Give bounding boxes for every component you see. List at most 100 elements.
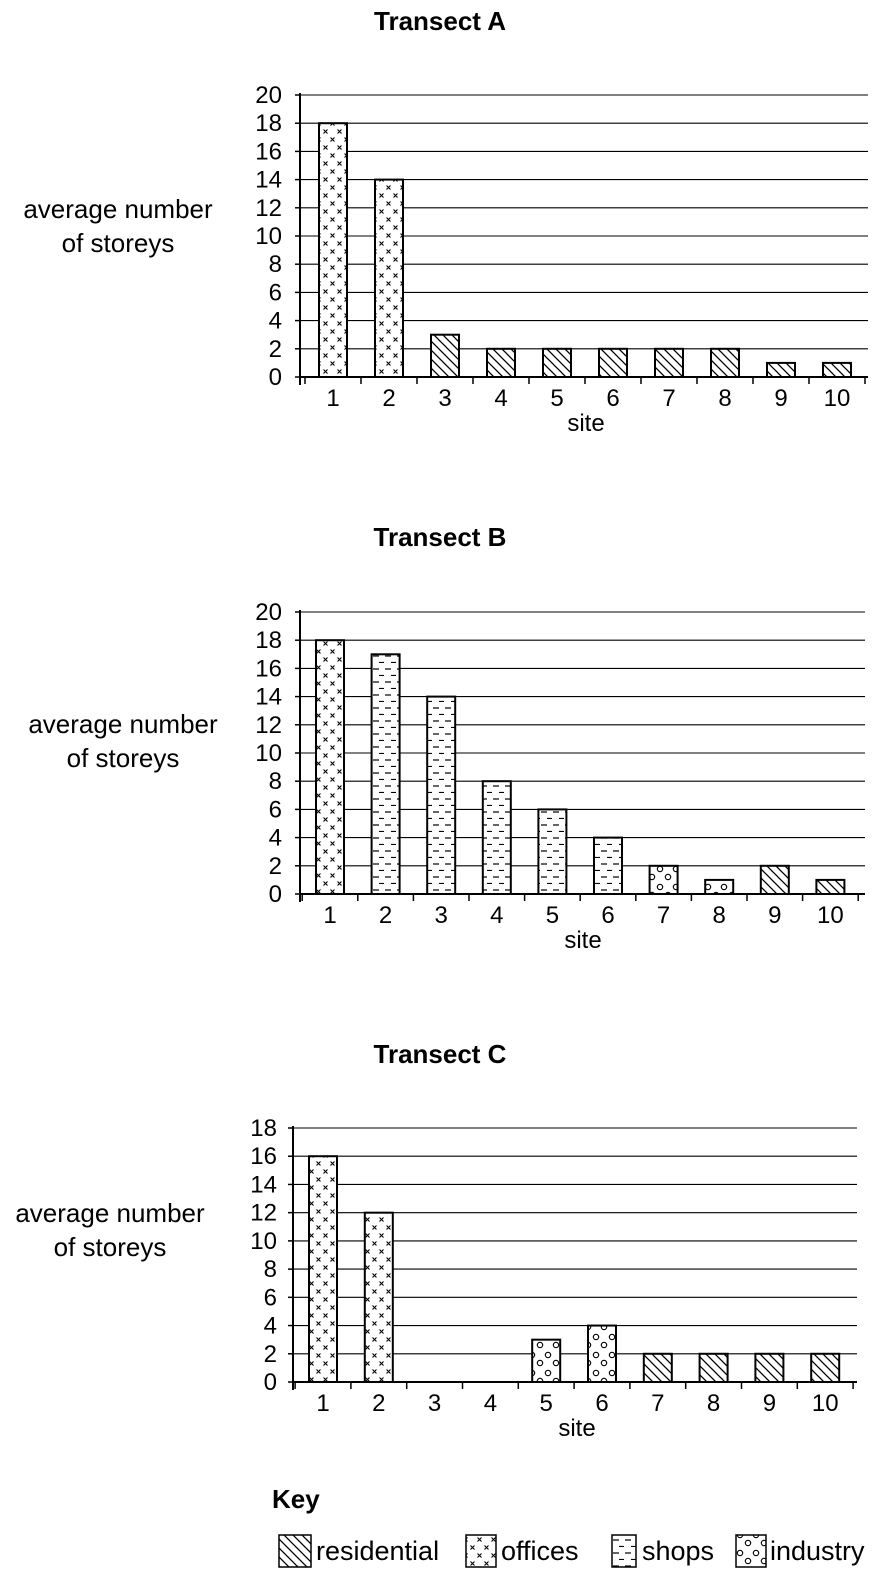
y-tick-label: 2 [269,336,282,363]
bar-site-1 [308,1155,338,1383]
y-tick-label: 0 [269,881,282,908]
legend-label-industry: industry [770,1536,865,1566]
x-tick-label: 3 [438,385,451,412]
x-tick-label: 4 [490,902,503,929]
x-tick-label: 9 [774,385,787,412]
y-tick-label: 8 [264,1256,277,1283]
legend-swatch-industry [735,1534,767,1568]
y-tick-label: 0 [269,364,282,391]
x-tick-label: 3 [435,902,448,929]
legend-label-shops: shops [642,1536,714,1566]
chart-title: Transect A [374,6,506,36]
bar-site-3 [426,695,457,895]
bar-site-7 [654,347,684,378]
legend-swatch-shops [611,1534,637,1568]
x-tick-label: 6 [601,902,614,929]
y-tick-label: 12 [250,1200,277,1227]
y-tick-label: 14 [250,1171,277,1198]
bar-site-7 [642,1352,673,1384]
bar-site-2 [363,1211,394,1383]
legend-label-offices: offices [501,1536,579,1566]
y-tick-label: 16 [250,1143,277,1170]
bar-site-8 [698,1352,729,1384]
y-axis-label: average number of storeys [28,709,218,773]
bar-site-5 [537,808,568,896]
x-tick-label: 8 [713,902,726,929]
y-tick-label: 16 [255,138,282,165]
legend-swatch-residential [278,1534,312,1568]
x-tick-label: 4 [494,385,507,412]
y-tick-label: 4 [264,1313,277,1340]
legend-label-residential: residential [316,1536,439,1566]
bar-site-10 [810,1352,841,1384]
y-tick-label: 14 [255,167,282,194]
bar-site-6 [598,347,628,378]
x-tick-label: 3 [428,1390,441,1417]
y-tick-label: 4 [269,825,282,852]
legend-item-residential: residential [278,1534,439,1568]
bar-site-9 [754,1352,785,1384]
x-axis-label: site [558,1415,595,1442]
x-tick-label: 10 [812,1390,839,1417]
y-tick-label: 6 [264,1284,277,1311]
y-tick-label: 10 [255,223,282,250]
chart-transect-b: Transect B average number of storeys 0246… [28,522,865,954]
bar-site-8 [704,878,735,896]
bar-site-7 [648,864,679,895]
x-tick-label: 7 [657,902,670,929]
x-tick-label: 2 [379,902,392,929]
bar-site-10 [815,878,846,896]
chart-transect-c: Transect C average number of storeys 0246… [15,1039,857,1442]
y-axis-label: average number of storeys [23,194,213,258]
y-tick-label: 6 [269,796,282,823]
y-tick-label: 14 [255,684,282,711]
chart-title: Transect B [374,522,507,552]
x-tick-label: 8 [707,1390,720,1417]
bar-site-3 [430,333,460,379]
bar-site-2 [374,178,404,378]
bar-site-10 [822,361,852,378]
x-tick-label: 8 [718,385,731,412]
x-tick-label: 5 [546,902,559,929]
bar-site-5 [542,347,572,378]
y-tick-label: 20 [255,82,282,109]
y-tick-label: 10 [255,740,282,767]
chart-transect-a: Transect A average number of storeys 0246… [23,6,868,437]
x-tick-label: 4 [484,1390,497,1417]
bar-site-9 [759,864,790,895]
x-tick-label: 6 [606,385,619,412]
x-tick-label: 2 [372,1390,385,1417]
x-axis-label: site [567,410,604,437]
legend-swatch-offices [465,1534,497,1568]
y-tick-label: 8 [269,251,282,278]
legend-item-offices: offices [465,1534,579,1568]
bar-site-1 [315,639,345,896]
y-tick-label: 2 [264,1341,277,1368]
x-tick-label: 10 [817,902,844,929]
x-tick-label: 5 [540,1390,553,1417]
y-tick-label: 18 [255,110,282,137]
y-tick-label: 12 [255,712,282,739]
bar-site-6 [587,1324,617,1383]
x-axis-label: site [564,927,601,954]
y-tick-label: 8 [269,768,282,795]
y-tick-label: 0 [264,1369,277,1396]
chart-title: Transect C [374,1039,507,1069]
bar-site-9 [766,361,796,378]
x-tick-label: 1 [316,1390,329,1417]
x-tick-label: 2 [382,385,395,412]
bar-site-2 [370,653,401,895]
y-tick-label: 6 [269,279,282,306]
x-tick-label: 5 [550,385,563,412]
x-tick-label: 9 [763,1390,776,1417]
x-tick-label: 7 [651,1390,664,1417]
bar-site-4 [486,347,516,378]
bar-site-5 [531,1338,562,1383]
y-tick-label: 18 [250,1115,277,1142]
x-tick-label: 10 [824,385,851,412]
bar-site-4 [481,780,512,896]
